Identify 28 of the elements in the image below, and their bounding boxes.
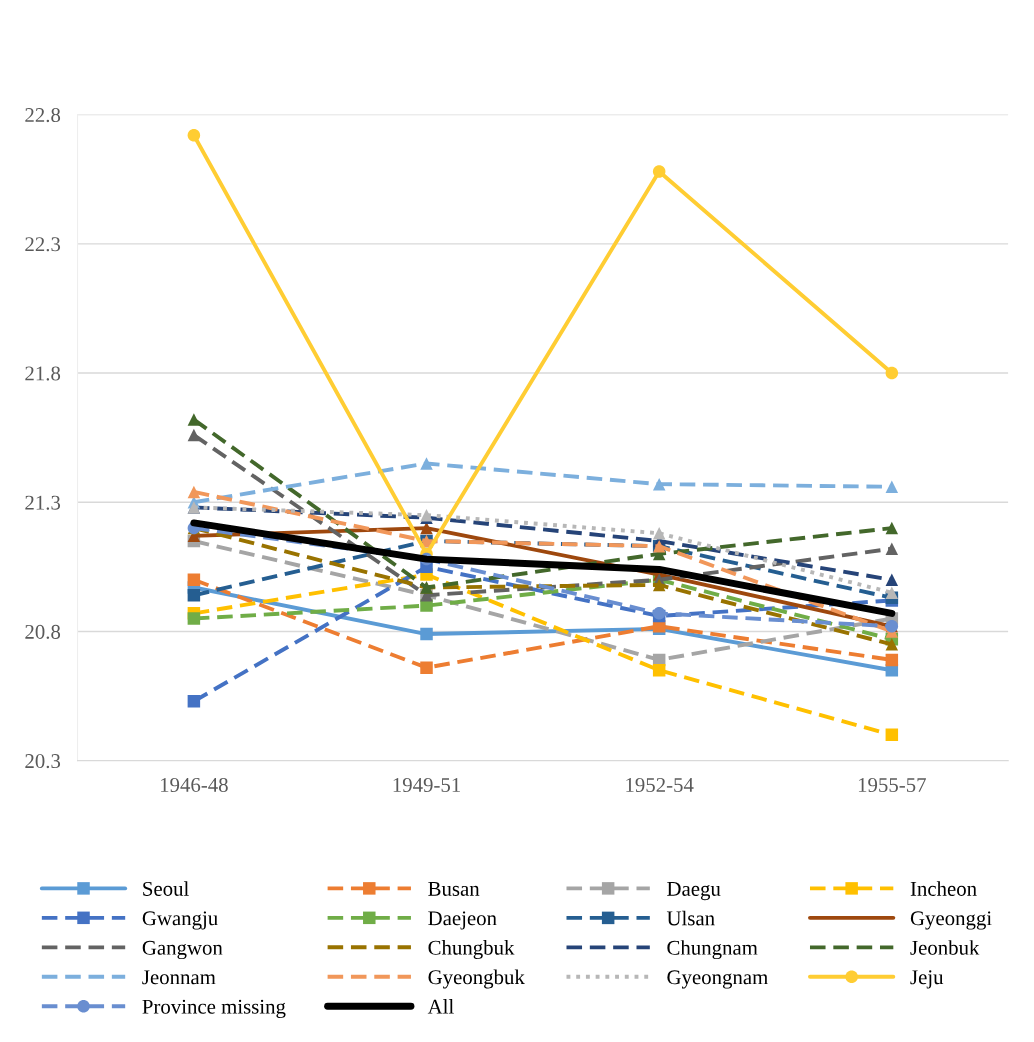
x-tick-label: 1955-57 [858, 777, 926, 792]
y-tick-label: 20.8 [25, 624, 61, 639]
legend-label: Daejeon [428, 911, 497, 930]
legend-label: Incheon [910, 881, 977, 896]
y-tick-label: 21.3 [25, 495, 61, 510]
legend-label: Seoul [143, 881, 189, 896]
legend-label: Jeju [910, 970, 944, 989]
legend-label: Gyeonggi [910, 911, 992, 930]
legend-label: Daegu [667, 882, 721, 901]
x-tick-label: 1952-54 [626, 777, 694, 792]
legend-label: Gyeongbuk [428, 969, 525, 989]
y-tick-label: 22.8 [25, 107, 61, 123]
legend-label: Gangwon [142, 940, 223, 960]
legend-label: Ulsan [666, 910, 715, 926]
legend-label: All [427, 999, 454, 1014]
legend-label: Gwangju [142, 911, 218, 930]
x-tick-label: 1949-51 [393, 777, 460, 792]
legend-label: Jeonbuk [910, 940, 980, 955]
legend-label: Province missing [142, 999, 286, 1019]
legend-label: Busan [428, 882, 480, 896]
y-tick-label: 21.8 [25, 366, 61, 381]
x-tick-label: 1946-48 [160, 777, 228, 792]
y-tick-label: 20.3 [25, 754, 61, 769]
legend-label: Chungnam [667, 940, 758, 960]
legend-label: Jeonnam [142, 970, 216, 985]
y-tick-label: 22.3 [25, 237, 61, 252]
legend-label: Chungbuk [428, 940, 515, 960]
legend-label: Gyeongnam [667, 970, 768, 989]
